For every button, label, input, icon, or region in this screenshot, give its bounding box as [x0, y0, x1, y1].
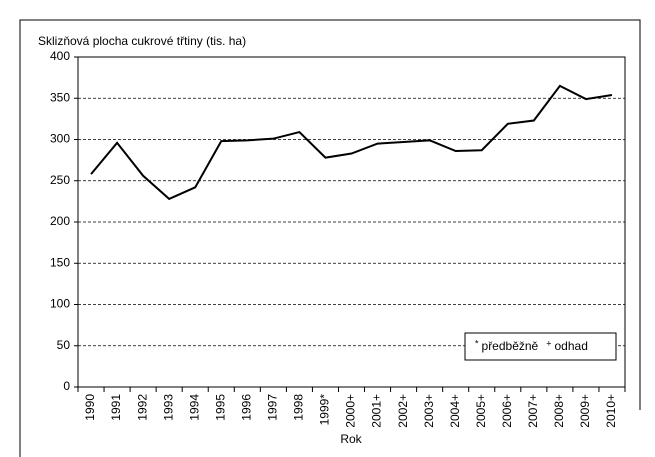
x-tick-label: 2003+	[422, 394, 436, 428]
y-tick-label: 400	[50, 49, 70, 63]
chart-title: Sklizňová plocha cukrové třtiny (tis. ha…	[38, 34, 246, 48]
x-tick-label: 1995	[213, 394, 227, 421]
x-tick-label: 1997	[266, 394, 280, 421]
x-tick-label: 2009+	[578, 394, 592, 428]
legend-box	[464, 332, 617, 361]
y-tick-label: 150	[50, 255, 70, 269]
y-tick-label: 0	[63, 379, 70, 393]
y-tick-label: 50	[57, 338, 71, 352]
y-tick-label: 300	[50, 132, 70, 146]
y-tick-label: 200	[50, 214, 70, 228]
x-tick-label: 2007+	[526, 394, 540, 428]
x-tick-label: 1991	[109, 394, 123, 421]
x-tick-label: 2005+	[474, 394, 488, 428]
x-tick-label: 2004+	[448, 394, 462, 428]
x-tick-label: 1992	[135, 394, 149, 421]
x-tick-label: 1999*	[318, 394, 332, 426]
legend-symbol: +	[546, 338, 551, 348]
x-tick-label: 2002+	[396, 394, 410, 428]
x-tick-label: 1994	[187, 394, 201, 421]
y-tick-label: 350	[50, 90, 70, 104]
y-tick-label: 250	[50, 173, 70, 187]
data-line	[90, 84, 613, 201]
y-tick-label: 100	[50, 297, 70, 311]
x-tick-label: 1990	[83, 394, 97, 421]
x-tick-label: 2000+	[344, 394, 358, 428]
legend-label: předběžně	[482, 339, 539, 353]
x-tick-label: 2001+	[370, 394, 384, 428]
x-tick-label: 1993	[161, 394, 175, 421]
x-tick-label: 2010+	[604, 394, 618, 428]
x-tick-label: 2006+	[500, 394, 514, 428]
x-tick-label: 1998	[292, 394, 306, 421]
x-tick-label: 1996	[239, 394, 253, 421]
legend-symbol: *	[475, 338, 479, 348]
x-tick-label: 2008+	[552, 394, 566, 428]
x-axis-label: Rok	[340, 432, 362, 446]
legend-label: odhad	[555, 339, 588, 353]
frame	[19, 19, 641, 457]
